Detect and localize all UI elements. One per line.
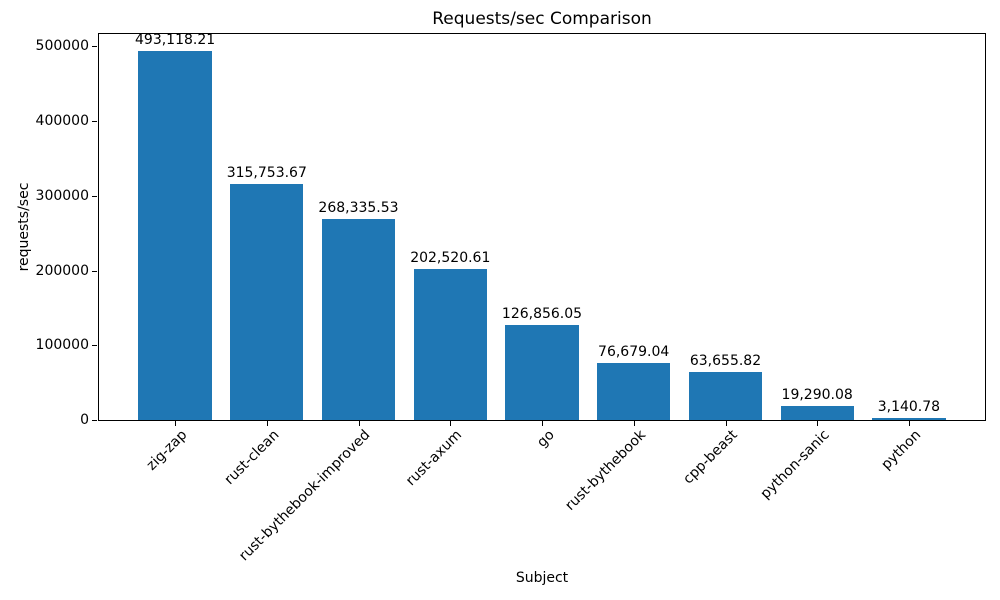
y-axis-tick [92, 270, 97, 272]
y-tick-label: 100000 [35, 337, 89, 354]
x-tick-label-python-sanic: python-sanic [757, 427, 833, 503]
bar-rust-bythebook-improved [321, 219, 396, 420]
bar-value-label: 63,655.82 [689, 353, 762, 370]
y-axis-tick [92, 121, 97, 122]
x-axis-label: Subject [515, 570, 569, 586]
x-axis-tick [725, 421, 727, 426]
y-tick-label: 0 [80, 412, 89, 428]
bar-value-label: 315,753.67 [226, 165, 307, 181]
x-tick-label-python: python [878, 427, 925, 473]
x-tick-label-rust-clean: rust-clean [221, 427, 283, 488]
bar-python-sanic [780, 405, 854, 420]
y-axis-tick [92, 195, 97, 197]
bar-python [872, 417, 946, 420]
x-tick-label-rust-axum: rust-axum [403, 427, 466, 490]
x-axis-tick [908, 421, 910, 426]
bar-value-label: 3,140.78 [877, 398, 941, 415]
bar-value-label: 19,290.08 [781, 386, 853, 403]
bar-zig-zap [138, 51, 212, 420]
bar-value-label: 126,856.05 [501, 306, 583, 323]
x-axis-tick [450, 421, 452, 426]
x-axis-tick [266, 421, 268, 426]
y-tick-label: 400000 [35, 113, 89, 129]
x-axis-tick [175, 421, 177, 426]
y-tick-label: 300000 [35, 187, 89, 204]
bar-rust-axum [413, 268, 487, 420]
y-tick-label: 500000 [35, 38, 89, 55]
x-tick-label-cpp-beast: cpp-beast [680, 427, 741, 488]
x-axis-tick [817, 421, 819, 426]
bar-go [505, 325, 579, 420]
x-axis-tick [542, 421, 543, 426]
bar-value-label: 76,679.04 [598, 343, 670, 360]
y-axis-tick [92, 46, 97, 48]
x-axis-tick [358, 421, 360, 426]
x-tick-label-rust-bythebook: rust-bythebook [562, 427, 650, 514]
x-axis-tick [633, 421, 635, 426]
y-axis-tick [92, 420, 97, 421]
bar-rust-bythebook [597, 362, 671, 420]
bar-value-label: 493,118.21 [135, 32, 216, 49]
chart-title: Requests/sec Comparison [432, 9, 652, 29]
bar-value-label: 268,335.53 [318, 200, 399, 217]
x-tick-label-zig-zap: zig-zap [143, 427, 191, 474]
y-tick-label: 200000 [35, 262, 89, 279]
bar-rust-clean [230, 184, 304, 420]
x-tick-label-go: go [533, 427, 558, 451]
bar-value-label: 202,520.61 [410, 249, 491, 266]
bar-cpp-beast [688, 372, 763, 420]
y-axis-tick [92, 345, 97, 347]
